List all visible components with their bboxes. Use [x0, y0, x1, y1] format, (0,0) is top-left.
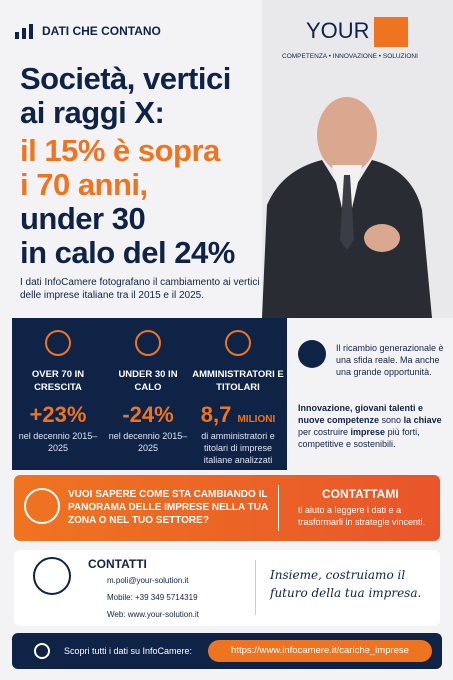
stat-desc: di amministratori e titolari di imprese …	[201, 431, 275, 465]
text: la chiave	[403, 415, 442, 425]
text: per costruire	[298, 427, 351, 437]
text: Innovazione, giovani talenti e nuove com…	[298, 403, 424, 425]
photo-area	[262, 0, 453, 318]
contacts-title: CONTATTI	[88, 557, 147, 571]
cta-banner	[14, 475, 440, 541]
portrait	[262, 97, 432, 318]
stat-label: OVER 70 IN CRESCITA	[31, 369, 85, 393]
headline-line: il 15% è sopra	[20, 133, 220, 168]
stat-value: 8,7	[200, 402, 232, 427]
divider	[255, 560, 256, 615]
phone[interactable]: Mobile: +39 349 5714319	[107, 593, 198, 602]
web[interactable]: Web: www.your-solution.it	[107, 610, 199, 619]
contacts-card	[14, 550, 440, 626]
stat-value: +23%	[29, 402, 87, 427]
bulb-icon	[298, 340, 326, 368]
footer-label: Scopri tutti i dati su InfoCamere:	[64, 646, 193, 656]
brand-name: YOUR	[306, 18, 370, 43]
stat-desc: nel decennio 2015–2025	[18, 431, 98, 453]
side-text: Il ricambio generazionale è una sfida re…	[336, 343, 444, 377]
footer-url[interactable]: https://www.infocamere.it/cariche_impres…	[208, 640, 432, 662]
intro: I dati InfoCamere fotografano il cambiam…	[20, 277, 260, 301]
headline-line: i 70 anni,	[20, 167, 148, 202]
chat-icon	[24, 488, 60, 524]
brand-logo	[374, 17, 408, 47]
cta-action[interactable]: CONTATTAMI	[322, 487, 399, 501]
cta-question: VUOI SAPERE COME STA CAMBIANDO IL PANORA…	[68, 489, 268, 526]
stat: UNDER 30 IN CALO -24% nel decennio 2015–…	[104, 330, 192, 454]
stat: AMMINISTRATORI E TITOLARI 8,7 MILIONI di…	[190, 330, 286, 466]
stat-unit: MILIONI	[237, 414, 276, 425]
globe-icon	[34, 643, 50, 659]
stat-desc: nel decennio 2015–2025	[108, 431, 188, 453]
headline-line: in calo del 24%	[20, 235, 235, 270]
headline: Società, vertici ai raggi X: il 15% è so…	[20, 62, 270, 270]
slogan: Insieme, costruiamo il futuro della tua …	[270, 568, 422, 600]
headline-line: ai raggi X:	[20, 95, 165, 130]
side-text: Innovazione, giovani talenti e nuove com…	[298, 402, 444, 450]
divider	[278, 485, 279, 531]
text: più forti, competitive e sostenibili.	[298, 427, 420, 449]
stat: OVER 70 IN CRESCITA +23% nel decennio 20…	[14, 330, 102, 454]
stat-value: -24%	[122, 402, 174, 427]
brand-tagline: COMPETENZA • INNOVAZIONE • SOLUZIONI	[282, 53, 418, 60]
headline-line: Società, vertici	[20, 61, 231, 96]
stat-label: AMMINISTRATORI E TITOLARI	[192, 369, 284, 393]
cta-text: ti aiuto a leggere i dati e a trasformar…	[298, 505, 426, 527]
text: imprese	[350, 427, 386, 437]
section-label: DATI CHE CONTANO	[42, 24, 161, 38]
stat-value: 8,7 MILIONI	[190, 402, 286, 428]
text: sono	[379, 415, 404, 425]
stat-label: UNDER 30 IN CALO	[118, 369, 178, 393]
person-icon	[33, 557, 71, 595]
headline-line: under 30	[20, 201, 146, 236]
email[interactable]: m.poli@your-solution.it	[107, 576, 189, 585]
chart-icon	[15, 24, 33, 39]
